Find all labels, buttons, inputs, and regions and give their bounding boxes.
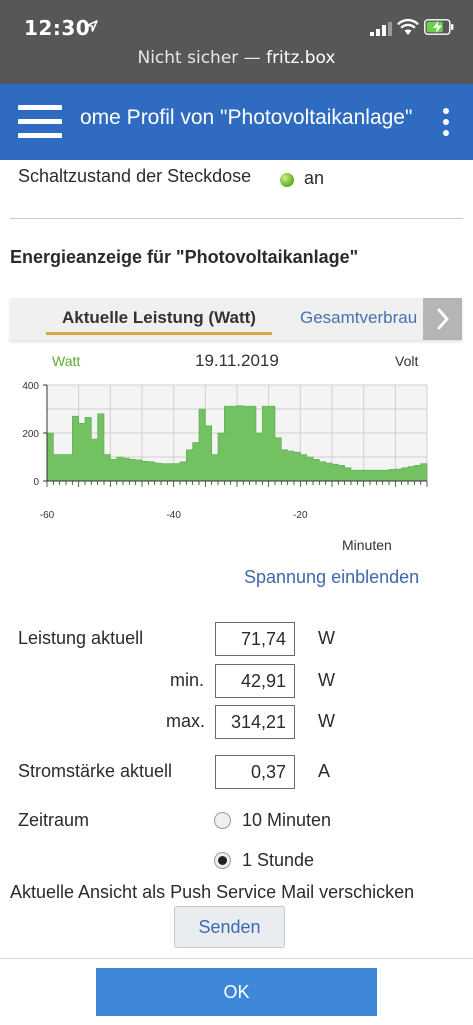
tab-total-consumption[interactable]: Gesamtverbrau [300,308,418,327]
current-value: 0,37 [215,755,295,789]
period-10-minutes-label[interactable]: 10 Minuten [242,810,332,830]
power-min-value: 42,91 [215,664,295,698]
power-chart: 0 200 400 -60 -40 -20 [22,381,428,521]
power-current-label: Leistung aktuell [18,628,144,648]
chart-y-tick-label: 400 [22,381,39,392]
power-current-value: 71,74 [215,622,295,656]
power-min-label: min. [170,670,205,690]
period-10-minutes-radio[interactable] [214,812,231,829]
page-title: ome Profil von "Photovoltaikanlage" [80,106,413,129]
wifi-icon [397,18,419,35]
chart-series-area-0 [46,405,428,482]
power-max-label: max. [166,711,206,731]
chart-y-tick-label: 0 [33,477,39,488]
push-mail-label: Aktuelle Ansicht als Push Service Mail v… [10,882,415,902]
period-label: Zeitraum [18,810,90,830]
x-axis-label: Minuten [342,537,392,553]
tab-active-indicator [46,332,272,335]
chart-x-tick-label: -20 [293,510,308,521]
power-min-unit: W [318,670,335,690]
current-label: Stromstärke aktuell [18,761,173,781]
tab-current-power[interactable]: Aktuelle Leistung (Watt) [46,298,272,340]
chart-right-axis-label: Volt [395,353,419,369]
security-label: Nicht sicher — [137,48,261,68]
chart-tabs: Aktuelle Leistung (Watt) Gesamtverbrau [10,298,462,340]
footer-divider [0,958,473,959]
chart-title: 19.11.2019 [195,351,279,370]
power-current-unit: W [318,628,335,648]
chevron-right-icon [437,308,449,330]
period-1-hour-radio[interactable] [214,852,231,869]
status-on-icon [280,173,294,187]
chart-x-tick-label: -40 [166,510,181,521]
signal-icon [370,22,392,36]
app-header: ome Profil von "Photovoltaikanlage" [0,84,473,160]
clock: 12:30 [24,16,91,40]
current-unit: A [318,761,331,781]
send-button[interactable]: Senden [174,906,285,948]
address-bar[interactable]: Nicht sicher — fritz.box [0,48,473,68]
host-label: fritz.box [266,48,336,68]
power-max-value: 314,21 [215,705,295,739]
ok-button[interactable]: OK [96,968,377,1016]
chart-left-axis-label: Watt [52,353,81,369]
chart-y-tick-label: 200 [22,429,39,440]
show-voltage-link[interactable]: Spannung einblenden [244,567,420,587]
more-options-icon[interactable] [440,108,454,136]
status-bar: 12:30 Nicht sicher — fritz.box [0,0,473,84]
chart-x-tick-label: -60 [40,510,55,521]
socket-state-label: Schaltzustand der Steckdose [18,166,252,186]
energy-heading: Energieanzeige für "Photovoltaikanlage" [10,247,359,267]
power-max-unit: W [318,711,335,731]
socket-state-value: an [304,168,325,188]
location-arrow-icon [86,20,98,32]
battery-charging-icon [424,19,454,35]
hamburger-menu-icon[interactable] [18,103,62,139]
period-1-hour-label[interactable]: 1 Stunde [242,850,315,870]
tab-current-power-label: Aktuelle Leistung (Watt) [62,308,256,327]
divider [10,218,463,219]
tab-scroll-right-button[interactable] [423,298,462,340]
